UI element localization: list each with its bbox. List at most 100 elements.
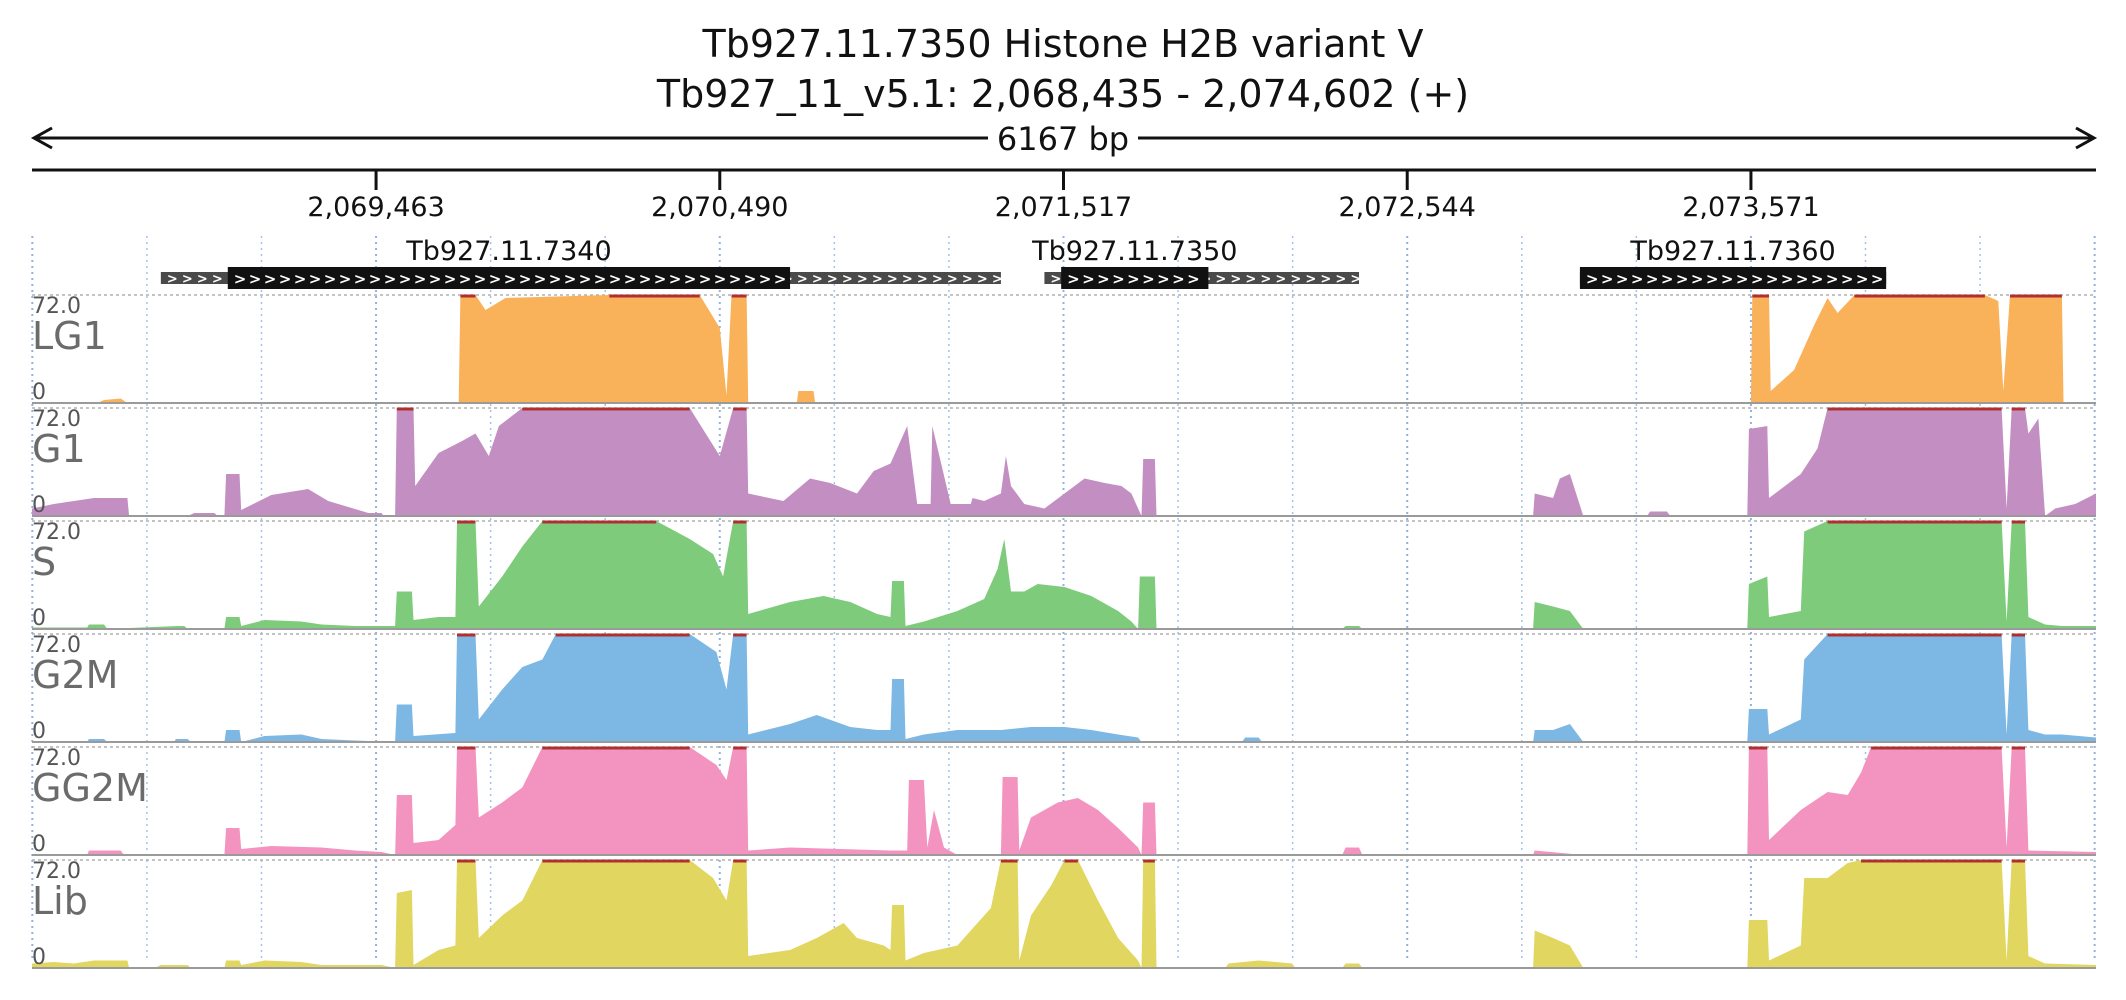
strand-chevron: > <box>1350 272 1361 287</box>
strand-chevron: > <box>1601 270 1614 288</box>
track-s: 72.0 0 S <box>32 520 2096 631</box>
strand-chevron: > <box>399 270 412 288</box>
strand-chevron: > <box>1661 270 1674 288</box>
strand-chevron: > <box>294 270 307 288</box>
ruler-tick-label: 2,069,463 <box>307 192 444 223</box>
coverage-area <box>32 860 2096 968</box>
track-lib: 72.0 0 Lib <box>32 859 2096 970</box>
strand-chevron: > <box>1616 270 1629 288</box>
strand-chevron: > <box>1142 270 1155 288</box>
strand-chevron: > <box>624 270 637 288</box>
track-ymax-label: 72.0 <box>32 294 81 319</box>
strand-chevron: > <box>1050 272 1061 287</box>
strand-chevron: > <box>1127 270 1140 288</box>
track-name: G1 <box>32 427 86 471</box>
strand-chevron: > <box>962 272 973 287</box>
coverage-area <box>32 521 2096 629</box>
strand-chevron: > <box>167 272 178 287</box>
strand-chevron: > <box>534 270 547 288</box>
gene-cds <box>227 267 791 289</box>
strand-chevron: > <box>669 270 682 288</box>
strand-chevron: > <box>639 270 652 288</box>
strand-chevron: > <box>902 272 913 287</box>
strand-chevron: > <box>1320 272 1331 287</box>
track-ymax-label: 72.0 <box>32 407 81 432</box>
track-ymax-label: 72.0 <box>32 520 81 545</box>
strand-chevron: > <box>729 270 742 288</box>
track-g2m: 72.0 0 G2M <box>32 633 2096 744</box>
strand-chevron: > <box>887 272 898 287</box>
strand-chevron: > <box>1097 270 1110 288</box>
span-arrow-right-head <box>2075 126 2098 150</box>
strand-chevron: > <box>212 272 223 287</box>
strand-chevron: > <box>917 272 928 287</box>
gene-model: >>>>>>>>>>>>>>>>>>>>>>>>>>>>>>Tb927.11.7… <box>1031 236 1361 289</box>
strand-chevron: > <box>977 272 988 287</box>
track-ymax-label: 72.0 <box>32 859 81 884</box>
strand-chevron: > <box>1067 270 1080 288</box>
strand-chevron: > <box>609 270 622 288</box>
track-ymin-label: 0 <box>32 945 46 970</box>
strand-chevron: > <box>872 272 883 287</box>
ruler-tick-label: 2,071,517 <box>995 192 1132 223</box>
strand-chevron: > <box>504 270 517 288</box>
strand-chevron: > <box>1290 272 1301 287</box>
strand-chevron: > <box>812 272 823 287</box>
strand-chevron: > <box>992 272 1003 287</box>
strand-chevron: > <box>1230 272 1241 287</box>
strand-chevron: > <box>774 270 787 288</box>
strand-chevron: > <box>1871 270 1884 288</box>
gene-cds <box>1579 267 1887 289</box>
strand-chevron: > <box>654 270 667 288</box>
span-label-bg <box>988 120 1138 156</box>
strand-chevron: > <box>1691 270 1704 288</box>
strand-chevron: > <box>369 270 382 288</box>
track-name: GG2M <box>32 766 148 810</box>
strand-chevron: > <box>249 270 262 288</box>
gene-label: Tb927.11.7340 <box>405 236 611 267</box>
strand-chevron: > <box>474 270 487 288</box>
strand-chevron: > <box>699 270 712 288</box>
strand-chevron: > <box>759 270 772 288</box>
strand-chevron: > <box>234 270 247 288</box>
ruler-tick-label: 2,072,544 <box>1339 192 1476 223</box>
strand-chevron: > <box>279 270 292 288</box>
strand-chevron: > <box>182 272 193 287</box>
strand-chevron: > <box>1781 270 1794 288</box>
strand-chevron: > <box>324 270 337 288</box>
gene-label: Tb927.11.7350 <box>1031 236 1237 267</box>
strand-chevron: > <box>1706 270 1719 288</box>
track-lg1: 72.0 0 LG1 <box>32 294 2096 405</box>
strand-chevron: > <box>1260 272 1271 287</box>
strand-chevron: > <box>842 272 853 287</box>
strand-chevron: > <box>1275 272 1286 287</box>
strand-chevron: > <box>827 272 838 287</box>
strand-chevron: > <box>1751 270 1764 288</box>
strand-chevron: > <box>1676 270 1689 288</box>
strand-chevron: > <box>384 270 397 288</box>
chart-title: Tb927.11.7350 Histone H2B variant V <box>702 22 1424 66</box>
strand-chevron: > <box>197 272 208 287</box>
coverage-area <box>32 634 2096 742</box>
gene-label: Tb927.11.7360 <box>1629 236 1835 267</box>
track-ymin-label: 0 <box>32 719 46 744</box>
chart-subtitle: Tb927_11_v5.1: 2,068,435 - 2,074,602 (+) <box>656 72 1470 116</box>
strand-chevron: > <box>857 272 868 287</box>
strand-chevron: > <box>1586 270 1599 288</box>
strand-chevron: > <box>549 270 562 288</box>
track-name: S <box>32 540 56 584</box>
strand-chevron: > <box>1796 270 1809 288</box>
strand-chevron: > <box>414 270 427 288</box>
strand-chevron: > <box>444 270 457 288</box>
strand-chevron: > <box>579 270 592 288</box>
strand-chevron: > <box>594 270 607 288</box>
strand-chevron: > <box>1112 270 1125 288</box>
coverage-area <box>32 295 2096 403</box>
strand-chevron: > <box>1245 272 1256 287</box>
strand-chevron: > <box>1335 272 1346 287</box>
strand-chevron: > <box>684 270 697 288</box>
track-ymin-label: 0 <box>32 493 46 518</box>
strand-chevron: > <box>1157 270 1170 288</box>
